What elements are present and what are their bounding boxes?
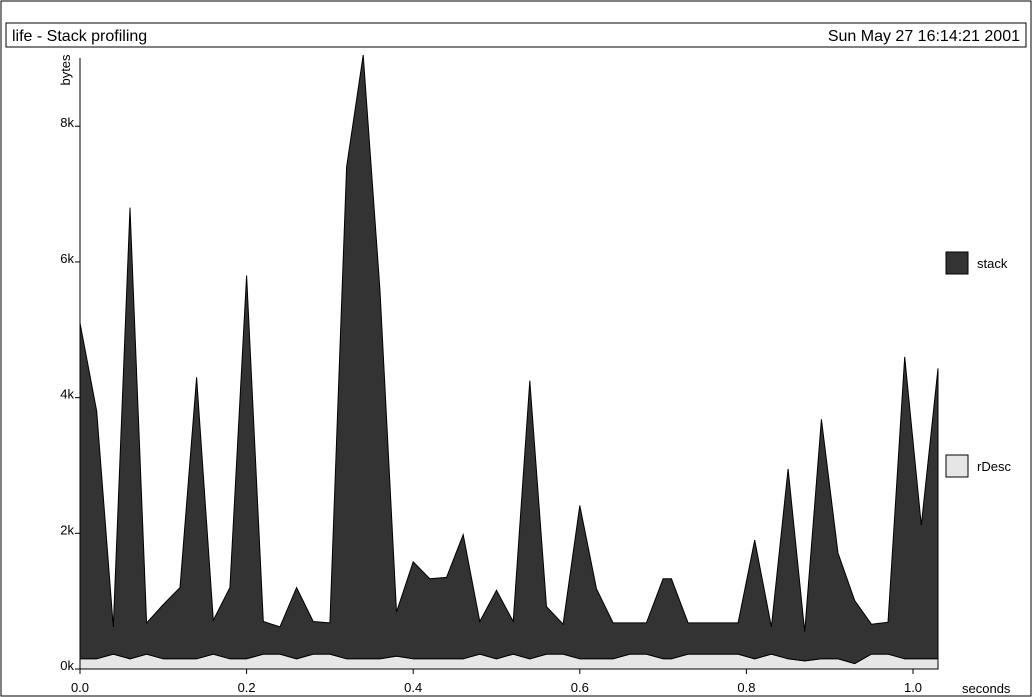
y-tick-label: 0k bbox=[60, 658, 74, 673]
y-tick-label: 8k bbox=[60, 115, 74, 130]
legend-item-stack: stack bbox=[945, 251, 1008, 275]
x-tick-label: 0.0 bbox=[71, 680, 89, 695]
axes-layer: 0k 2k 4k 6k 8k 0.0 0.2 0.4 0.6 0.8 1.0 bbox=[60, 58, 938, 695]
legend-item-rdesc: rDesc bbox=[945, 454, 1011, 478]
chart-title: life - Stack profiling bbox=[12, 28, 147, 45]
legend: stack rDesc bbox=[945, 251, 1011, 478]
chart-date: Sun May 27 16:14:21 2001 bbox=[828, 28, 1020, 45]
series-area-stack bbox=[79, 54, 939, 665]
title-box bbox=[5, 22, 1027, 48]
x-tick-label: 1.0 bbox=[904, 680, 922, 695]
y-tick-label: 2k bbox=[60, 522, 74, 537]
x-axis-label: seconds bbox=[962, 681, 1011, 696]
legend-label: rDesc bbox=[977, 459, 1011, 474]
legend-label: stack bbox=[977, 256, 1008, 271]
legend-swatch bbox=[945, 454, 969, 478]
series-layer bbox=[79, 54, 939, 670]
x-tick-label: 0.2 bbox=[238, 680, 256, 695]
x-tick-label: 0.4 bbox=[404, 680, 422, 695]
y-tick-label: 4k bbox=[60, 387, 74, 402]
x-tick-label: 0.6 bbox=[571, 680, 589, 695]
y-axis-label: bytes bbox=[58, 54, 73, 86]
y-tick-label: 6k bbox=[60, 251, 74, 266]
legend-swatch bbox=[945, 251, 969, 275]
x-tick-label: 0.8 bbox=[737, 680, 755, 695]
